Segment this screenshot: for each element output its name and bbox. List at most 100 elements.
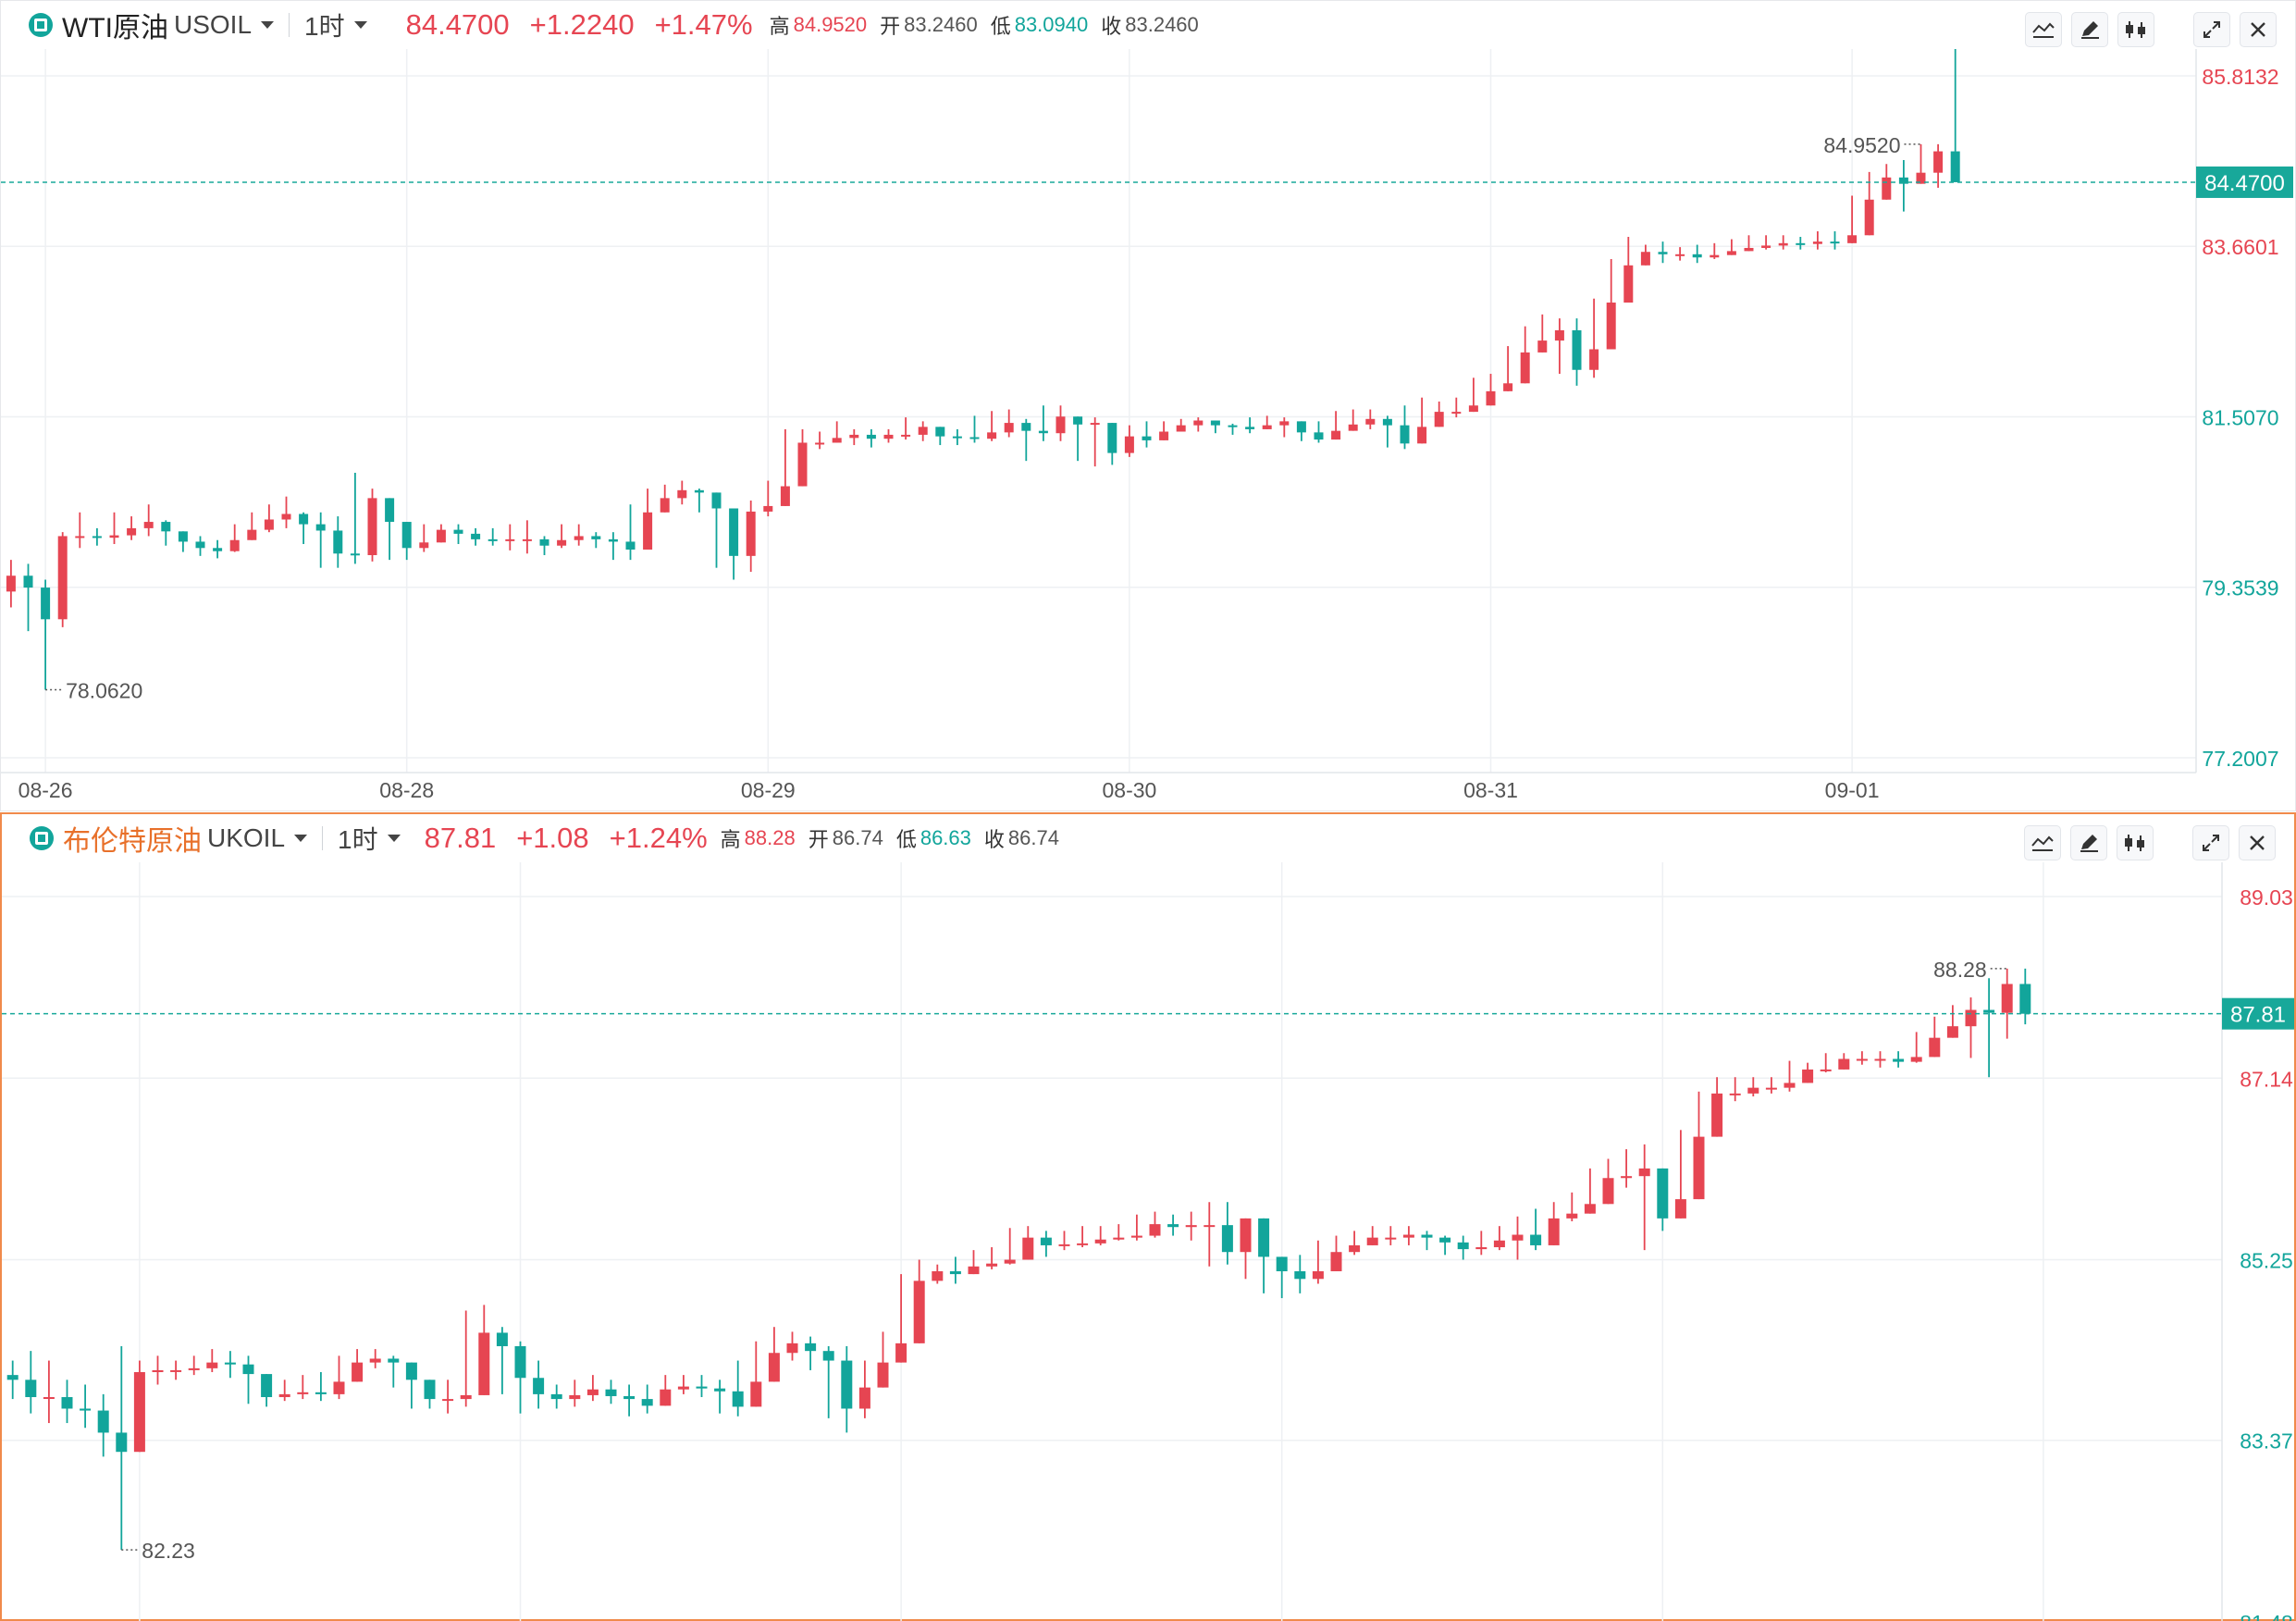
candle	[815, 431, 825, 450]
candle-body	[1638, 1168, 1650, 1177]
current-price-label: 84.4700	[2204, 171, 2285, 196]
candle-body	[1276, 1256, 1288, 1271]
candle	[1004, 409, 1014, 438]
candle	[247, 512, 257, 540]
candle-body	[1537, 340, 1548, 353]
wti-candlestick-chart[interactable]: 85.8132 83.6601 81.5070 79.3539 77.2007 08-26…	[1, 49, 2295, 812]
candle	[1142, 421, 1152, 448]
divider	[289, 13, 290, 37]
candle-body	[436, 529, 446, 543]
close-icon[interactable]	[2239, 825, 2276, 860]
candle	[780, 428, 790, 506]
candle	[1107, 423, 1117, 465]
candle-body	[1983, 1009, 1995, 1013]
candle	[6, 1360, 19, 1400]
candle-body	[195, 541, 205, 549]
candle-body	[1784, 1083, 1796, 1088]
candle-body	[746, 511, 756, 556]
candle-body	[1210, 420, 1220, 426]
indicator-icon[interactable]	[2024, 825, 2061, 860]
brent-candlestick-chart[interactable]: 89.0387.1485.2583.3781.4808-2608-2908-30…	[2, 862, 2294, 1621]
candle	[1149, 1211, 1161, 1238]
candle-body	[1910, 1057, 1922, 1062]
candle-body	[1021, 423, 1031, 431]
candle	[367, 489, 377, 562]
candle	[242, 1355, 254, 1404]
candle	[1674, 1130, 1686, 1219]
symbol-code[interactable]: USOIL	[173, 10, 253, 39]
candle-body	[1946, 1026, 1958, 1038]
candle-body	[61, 1397, 73, 1409]
price-change-pct: +1.47%	[654, 8, 753, 41]
draw-icon[interactable]	[2071, 12, 2108, 47]
interval-dropdown-icon[interactable]	[387, 835, 401, 842]
candle	[80, 1384, 92, 1429]
candle-body	[478, 1332, 490, 1395]
candle	[92, 527, 102, 546]
candle-body	[1675, 254, 1685, 256]
candle-body	[949, 1270, 961, 1275]
candle	[539, 536, 549, 555]
low-value: 86.63	[920, 826, 971, 849]
candle	[23, 563, 33, 632]
candle	[822, 1345, 834, 1418]
interval-selector[interactable]: 1时	[338, 825, 378, 854]
candle-body	[1468, 405, 1478, 413]
candle	[591, 532, 601, 549]
candle-body	[1916, 172, 1926, 184]
symbol-dropdown-icon[interactable]	[294, 835, 308, 842]
candle	[471, 527, 481, 546]
high-value: 84.9520	[793, 13, 868, 36]
interval-dropdown-icon[interactable]	[353, 21, 367, 29]
candle-body	[1933, 151, 1944, 173]
candle-body	[1486, 390, 1496, 406]
candle	[57, 532, 68, 627]
symbol-dropdown-icon[interactable]	[261, 21, 275, 29]
candle-body	[367, 498, 377, 555]
wti-chart-panel: WTI原油 USOIL 1时 84.4700 +1.2240 +1.47% 高 …	[0, 0, 2296, 811]
candle	[1185, 1211, 1197, 1241]
candle	[533, 1360, 545, 1409]
current-price-tag	[2222, 997, 2294, 1030]
candle	[261, 1374, 273, 1407]
high-label: 高	[720, 828, 741, 851]
candle	[1965, 997, 1977, 1058]
candle	[1623, 236, 1634, 303]
chart-type-icon[interactable]	[2117, 825, 2154, 860]
chart-type-icon[interactable]	[2117, 12, 2154, 47]
candle-body	[1838, 1058, 1850, 1070]
fullscreen-icon[interactable]	[2192, 825, 2229, 860]
open-label: 开	[880, 15, 901, 38]
interval-selector[interactable]: 1时	[304, 12, 345, 41]
candle	[315, 512, 326, 568]
candle-body	[1692, 254, 1702, 258]
symbol-name[interactable]: 布伦特原油	[63, 826, 202, 857]
candle	[1486, 374, 1496, 406]
close-label: 收	[983, 828, 1005, 851]
close-icon[interactable]	[2240, 12, 2277, 47]
candle-body	[1038, 430, 1048, 434]
fullscreen-icon[interactable]	[2193, 12, 2230, 47]
candle	[369, 1349, 381, 1368]
candle-body	[591, 536, 601, 539]
candle	[968, 1250, 980, 1275]
candle-body	[1262, 425, 1272, 429]
candle	[569, 1380, 581, 1407]
indicator-icon[interactable]	[2025, 12, 2062, 47]
candle	[1022, 1226, 1034, 1260]
candle-body	[623, 1395, 636, 1400]
candle-body	[1382, 418, 1392, 426]
y-tick-label: 79.3539	[2202, 576, 2278, 600]
candle	[514, 1341, 526, 1414]
candle	[1276, 1256, 1288, 1299]
candle	[1874, 1051, 1886, 1068]
candle-body	[206, 1362, 218, 1368]
symbol-name[interactable]: WTI原油	[62, 13, 168, 43]
candle	[1802, 1062, 1814, 1083]
candle	[1258, 1218, 1270, 1293]
candle	[986, 1247, 998, 1269]
draw-icon[interactable]	[2070, 825, 2107, 860]
candle-body	[1623, 265, 1634, 303]
candle-body	[442, 1399, 454, 1402]
symbol-code[interactable]: UKOIL	[207, 823, 286, 852]
